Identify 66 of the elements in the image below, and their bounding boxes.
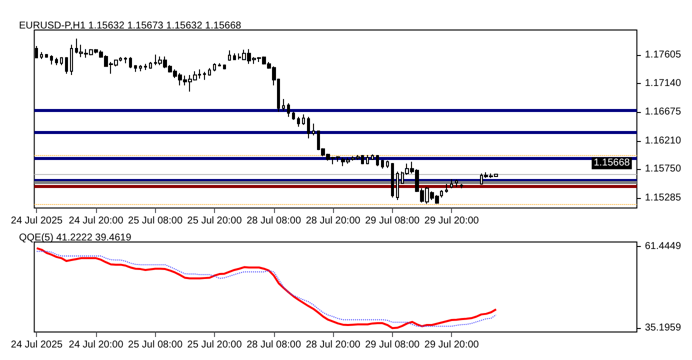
ref-line-label: 1.15668: [594, 158, 630, 169]
candlestick: [233, 52, 236, 61]
candlestick: [396, 171, 399, 200]
candlestick: [134, 64, 137, 72]
candlestick: [287, 102, 290, 118]
candlestick: [40, 52, 43, 60]
candlestick: [223, 64, 226, 70]
x-tick-label: 29 Jul 20:00: [424, 340, 480, 350]
y-tick-label: 1.16675: [644, 106, 682, 118]
candlestick: [292, 111, 295, 120]
y-tick-label: 1.17140: [644, 78, 682, 90]
candlestick: [450, 178, 453, 189]
candlestick: [203, 71, 206, 80]
x-tick-label: 28 Jul 08:00: [246, 216, 302, 226]
candlestick: [297, 116, 300, 128]
candlestick: [376, 154, 379, 167]
x-tick-label: 24 Jul 2025: [10, 340, 64, 350]
candlestick: [124, 56, 127, 64]
candlestick: [60, 56, 63, 66]
x-tick-label: 24 Jul 20:00: [68, 340, 124, 350]
x-tick-label: 25 Jul 08:00: [128, 216, 183, 226]
candlestick: [391, 162, 394, 198]
x-tick-label: 24 Jul 20:00: [68, 216, 124, 226]
candlestick: [228, 50, 231, 62]
x-tick-label: 29 Jul 08:00: [365, 340, 420, 350]
chart-title: QQE(5) 41.2222 39.4619: [19, 232, 132, 244]
x-tick-label: 25 Jul 20:00: [187, 216, 242, 226]
y-tick-label: 1.15285: [644, 192, 682, 204]
chart-title: EURUSD-P,H1 1.15632 1.15673 1.15632 1.15668: [19, 20, 242, 32]
candlestick: [218, 62, 221, 67]
candlestick: [55, 57, 58, 66]
candlestick: [50, 54, 53, 65]
candlestick: [302, 114, 305, 126]
x-tick-label: 28 Jul 20:00: [306, 216, 361, 226]
y-tick-label: 1.17605: [644, 49, 682, 60]
candlestick: [371, 154, 374, 160]
candlestick: [455, 179, 458, 188]
x-tick-label: 29 Jul 08:00: [365, 216, 420, 226]
candlestick: [139, 64, 142, 72]
x-tick-label: 25 Jul 20:00: [187, 340, 242, 350]
y-tick-label: 35.1959: [644, 322, 682, 334]
candlestick: [460, 183, 463, 189]
y-tick-label: 61.4449: [644, 241, 682, 252]
candlestick: [381, 159, 384, 170]
y-tick-label: 1.16210: [644, 135, 682, 146]
candlestick: [208, 68, 211, 76]
candlestick: [65, 56, 68, 74]
candlestick: [149, 62, 152, 70]
candlestick: [307, 116, 310, 139]
x-tick-label: 28 Jul 20:00: [306, 340, 361, 350]
candlestick: [366, 154, 369, 165]
y-tick-label: 1.15750: [644, 164, 682, 175]
candlestick: [144, 63, 147, 71]
candlestick: [129, 56, 132, 69]
candlestick: [386, 160, 389, 168]
x-tick-label: 29 Jul 20:00: [424, 216, 480, 226]
x-tick-label: 24 Jul 2025: [10, 216, 64, 226]
candlestick: [282, 98, 285, 112]
x-tick-label: 25 Jul 08:00: [128, 340, 183, 350]
candlestick: [213, 62, 216, 72]
candlestick: [312, 123, 315, 136]
candlestick: [70, 44, 73, 76]
x-tick-label: 28 Jul 08:00: [246, 340, 302, 350]
candlestick: [440, 190, 443, 198]
candlestick: [45, 54, 48, 58]
candlestick: [445, 183, 448, 194]
